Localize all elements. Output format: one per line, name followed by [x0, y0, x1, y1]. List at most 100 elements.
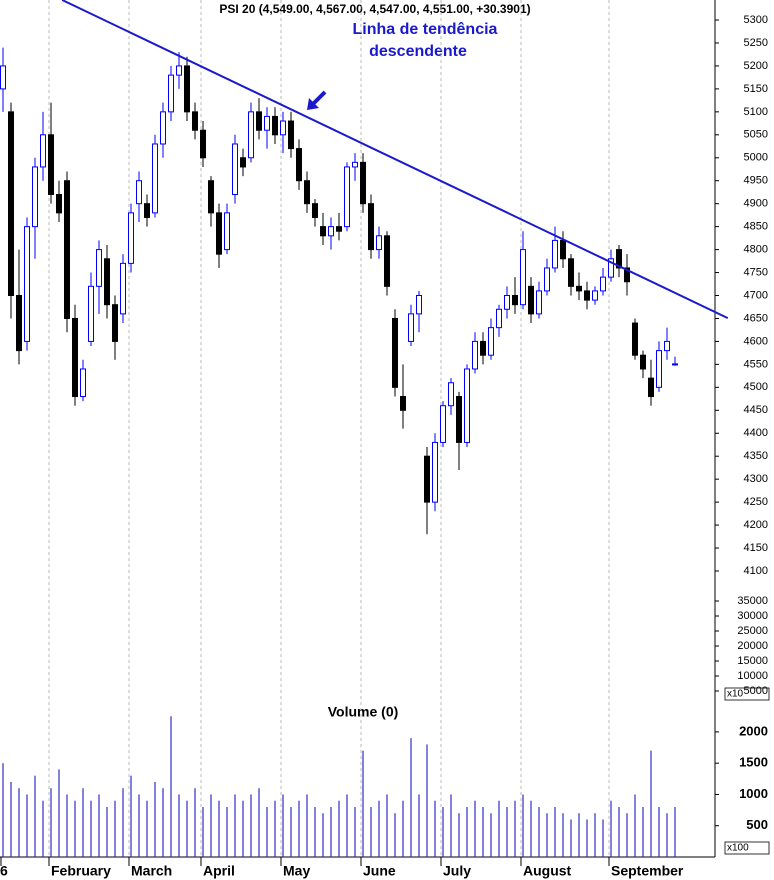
y-tick-label: 4100: [744, 565, 768, 577]
candle-body: [480, 340, 486, 356]
candle-body: [16, 295, 22, 352]
candle-body: [120, 262, 126, 315]
x-tick-label: March: [131, 863, 172, 879]
x-tick-label: September: [611, 863, 684, 879]
candle-body: [432, 441, 438, 503]
candle-body: [504, 295, 510, 310]
candle-body: [128, 212, 134, 264]
candle-body: [344, 166, 350, 228]
volume-title: Volume (0): [328, 704, 399, 720]
candle-body: [416, 295, 422, 315]
candle-body: [208, 180, 214, 214]
candle-body: [136, 180, 142, 205]
candle-body: [256, 111, 262, 131]
y3-tick-label: 30000: [737, 610, 768, 622]
candle-body: [672, 363, 678, 366]
candle-body: [664, 340, 670, 352]
y-tick-label: 4350: [744, 450, 768, 462]
x-tick-label: June: [363, 863, 396, 879]
trendline: [61, 0, 729, 319]
candle-body: [88, 285, 94, 342]
candle-body: [408, 313, 414, 342]
candle-body: [104, 258, 110, 306]
candle-body: [464, 368, 470, 443]
y2-tick-label: 500: [746, 817, 768, 832]
x-tick-label: May: [283, 863, 310, 879]
candle-body: [312, 203, 318, 218]
candle-body: [360, 161, 366, 205]
candle-body: [40, 134, 46, 168]
chart-title: PSI 20 (4,549.00, 4,567.00, 4,547.00, 4,…: [219, 2, 530, 16]
x-tick-label: July: [443, 863, 471, 879]
candle-body: [216, 212, 222, 255]
candle-body: [448, 382, 454, 407]
arrow-icon: [307, 90, 327, 110]
y-tick-label: 4950: [744, 175, 768, 187]
candle-body: [624, 267, 630, 283]
candle-body: [328, 226, 334, 237]
candle-body: [144, 203, 150, 218]
candle-body: [160, 111, 166, 145]
unit-box: [724, 687, 770, 701]
y-tick-label: 5150: [744, 83, 768, 95]
candle-body: [64, 180, 70, 319]
y2-tick-label: 1500: [739, 755, 768, 770]
candle-body: [272, 115, 278, 136]
y-tick-label: 4200: [744, 519, 768, 531]
candle-body: [168, 74, 174, 113]
y-tick-label: 4400: [744, 427, 768, 439]
y-tick-label: 4450: [744, 404, 768, 416]
candle-body: [240, 157, 246, 168]
candle-body: [304, 180, 310, 205]
candle-body: [584, 290, 590, 301]
y3-tick-label: 20000: [737, 640, 768, 652]
candle-body: [592, 290, 598, 301]
candle-body: [352, 161, 358, 168]
y-tick-label: 4750: [744, 266, 768, 278]
candle-body: [496, 308, 502, 329]
candle-body: [72, 317, 78, 398]
candle-body: [200, 129, 206, 159]
unit-label: x10: [727, 689, 744, 700]
candle-body: [632, 322, 638, 356]
candle-body: [520, 249, 526, 306]
y3-tick-label: 25000: [737, 625, 768, 637]
candle-body: [24, 226, 30, 342]
candle-body: [440, 405, 446, 443]
x-tick-label: February: [51, 863, 111, 879]
candle-body: [648, 377, 654, 398]
unit-box: [724, 841, 770, 855]
y2-tick-label: 2000: [739, 723, 768, 738]
y3-tick-label: 5000: [744, 685, 768, 697]
y3-tick-label: 15000: [737, 655, 768, 667]
y-tick-label: 4250: [744, 496, 768, 508]
candle-body: [112, 304, 118, 342]
candle-body: [576, 285, 582, 292]
candle-body: [544, 267, 550, 292]
candle-body: [456, 396, 462, 443]
y3-tick-label: 35000: [737, 595, 768, 607]
candle-body: [232, 143, 238, 195]
candle-body: [560, 239, 566, 260]
y-tick-label: 5050: [744, 129, 768, 141]
candle-body: [184, 65, 190, 113]
candle-body: [288, 120, 294, 150]
y-tick-label: 5100: [744, 106, 768, 118]
y-tick-label: 5300: [744, 14, 768, 26]
y-tick-label: 4150: [744, 542, 768, 554]
candle-body: [248, 111, 254, 159]
y-tick-label: 4500: [744, 381, 768, 393]
candle-body: [472, 340, 478, 370]
candle-body: [320, 226, 326, 237]
annotation: descendente: [369, 43, 467, 60]
candle-body: [32, 166, 38, 228]
candle-body: [80, 368, 86, 398]
y-tick-label: 4300: [744, 473, 768, 485]
candle-body: [400, 396, 406, 411]
x-tick-label: 6: [0, 863, 8, 879]
candle-body: [488, 327, 494, 356]
candle-body: [264, 115, 270, 131]
y-tick-label: 4550: [744, 358, 768, 370]
candle-body: [280, 120, 286, 136]
